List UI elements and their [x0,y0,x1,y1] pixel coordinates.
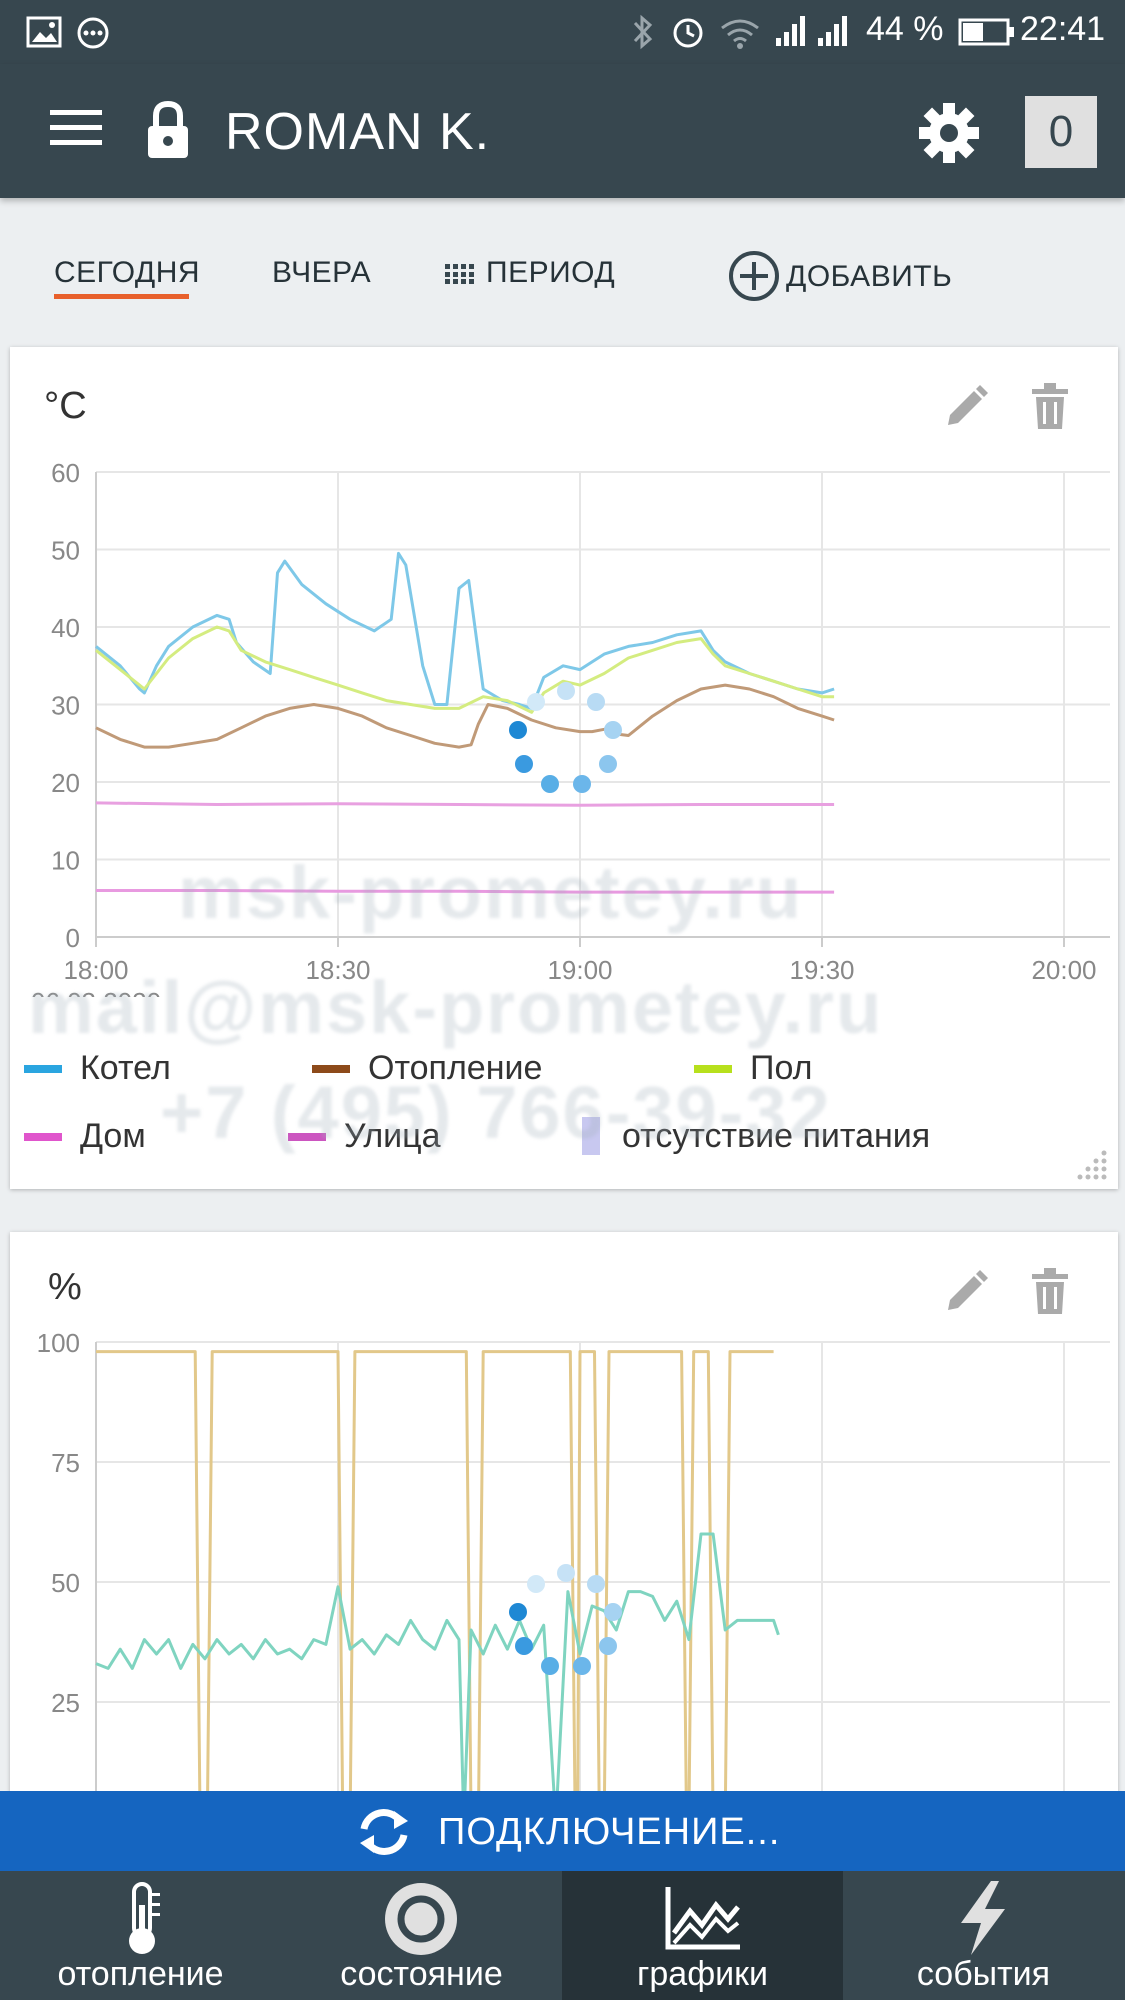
nav-label: события [916,1955,1051,1993]
more-icon [77,17,109,49]
tab-yesterday[interactable]: ВЧЕРА [272,256,372,289]
bottom-navigation: отопление состояние графики события [0,1871,1125,2000]
series-line-Пол [95,625,835,714]
active-tab-indicator [54,294,189,299]
watermark-email: mail@msk-prometey.ru [28,966,884,1049]
edit-icon[interactable] [940,383,990,433]
tab-today[interactable]: СЕГОДНЯ [54,256,201,289]
watermark-phone: +7 (495) 766-39-32 [160,1071,832,1154]
nav-label: состояние [340,1955,503,1993]
legend-swatch [694,1065,732,1073]
loading-spinner-icon [509,1564,622,1675]
x-tick-label: 19:00 [547,955,612,985]
chart-unit: % [48,1266,82,1308]
battery-percent: 44 % [866,10,944,48]
menu-icon[interactable] [50,108,102,148]
x-tick-label: 18:30 [305,955,370,985]
chart-icon [665,1887,740,1950]
y-tick-label: 30 [51,691,80,721]
temperature-chart-card: °C 0 10 20 30 40 50 60 18:00 18:30 19:00 19:30 20:0… [10,347,1118,1189]
lock-icon[interactable] [144,100,192,160]
loading-spinner-icon [509,682,622,793]
page-title: ROMAN K. [225,103,491,161]
y-tick-label: 0 [66,923,80,953]
watermark-site: msk-prometey.ru [178,851,803,934]
y-tick-label: 10 [51,846,80,876]
edit-icon[interactable] [940,1268,990,1318]
legend-swatch [312,1065,350,1073]
legend-swatch [288,1133,326,1141]
period-tabs: СЕГОДНЯ ВЧЕРА ПЕРИОД ДОБАВИТЬ [0,198,1125,338]
battery-icon [958,18,1014,46]
alarm-icon [673,18,703,48]
legend-label: Пол [750,1049,813,1087]
legend-swatch [24,1065,62,1073]
nav-label: отопление [57,1955,224,1993]
grid-icon [445,264,474,284]
series-line-2 [95,1532,780,1824]
status-bar: 44 % 22:41 [0,0,1125,64]
add-icon[interactable] [728,250,780,302]
x-date-label: 06.03.2020 [31,987,161,997]
notification-badge[interactable]: 0 [1025,96,1097,168]
legend-swatch [582,1117,600,1155]
nav-label: графики [636,1955,769,1993]
connection-label: ПОДКЛЮЧЕНИЕ... [438,1811,781,1853]
add-button[interactable]: ДОБАВИТЬ [786,260,953,293]
y-tick-label: 20 [51,768,80,798]
app-bar: ROMAN K. 0 [0,64,1125,198]
legend-label: Отопление [368,1049,543,1087]
x-tick-label: 18:00 [63,955,128,985]
y-tick-label: 75 [51,1448,80,1478]
y-tick-label: 50 [51,536,80,566]
wifi-icon [721,19,759,49]
tab-period[interactable]: ПЕРИОД [486,256,616,289]
connection-status-bar: ПОДКЛЮЧЕНИЕ... [0,1791,1125,1871]
nav-state[interactable]: состояние [281,1871,562,2000]
series-line-Дом [95,801,835,807]
sync-icon [360,1809,408,1855]
bluetooth-icon [633,14,653,50]
chart-unit: °C [44,385,87,427]
y-tick-label: 40 [51,613,80,643]
trash-icon[interactable] [1030,383,1070,431]
series-line-Котел [95,551,835,710]
resize-handle-icon[interactable] [1074,1147,1110,1183]
legend-label: Дом [80,1117,146,1155]
legend-label: отсутствие питания [622,1117,931,1155]
x-tick-label: 19:30 [789,955,854,985]
nav-heating[interactable]: отопление [0,1871,281,2000]
series-line-Улица [96,889,835,894]
circle-icon [385,1883,457,1955]
signal-icon [776,16,847,46]
clock: 22:41 [1020,10,1106,48]
thermometer-icon [129,1882,160,1954]
percent-chart-card: % 25 50 75 100 [10,1232,1118,1832]
nav-events[interactable]: события [843,1871,1124,2000]
trash-icon[interactable] [1030,1268,1070,1316]
gear-icon[interactable] [918,102,980,164]
series-line-1 [96,1350,774,1824]
y-tick-label: 50 [51,1568,80,1598]
legend-label: Улица [344,1117,441,1155]
gallery-icon [26,16,62,48]
y-tick-label: 100 [37,1332,80,1358]
legend-swatch [24,1133,62,1141]
legend-label: Котел [80,1049,171,1087]
y-tick-label: 25 [51,1688,80,1718]
series-line-Отопление [95,683,835,749]
lightning-icon [961,1881,1005,1955]
nav-charts[interactable]: графики [562,1871,843,2000]
temperature-chart[interactable]: 0 10 20 30 40 50 60 18:00 18:30 19:00 19:30 20:00 06… [10,457,1118,997]
x-tick-label: 20:00 [1031,955,1096,985]
y-tick-label: 60 [51,458,80,488]
